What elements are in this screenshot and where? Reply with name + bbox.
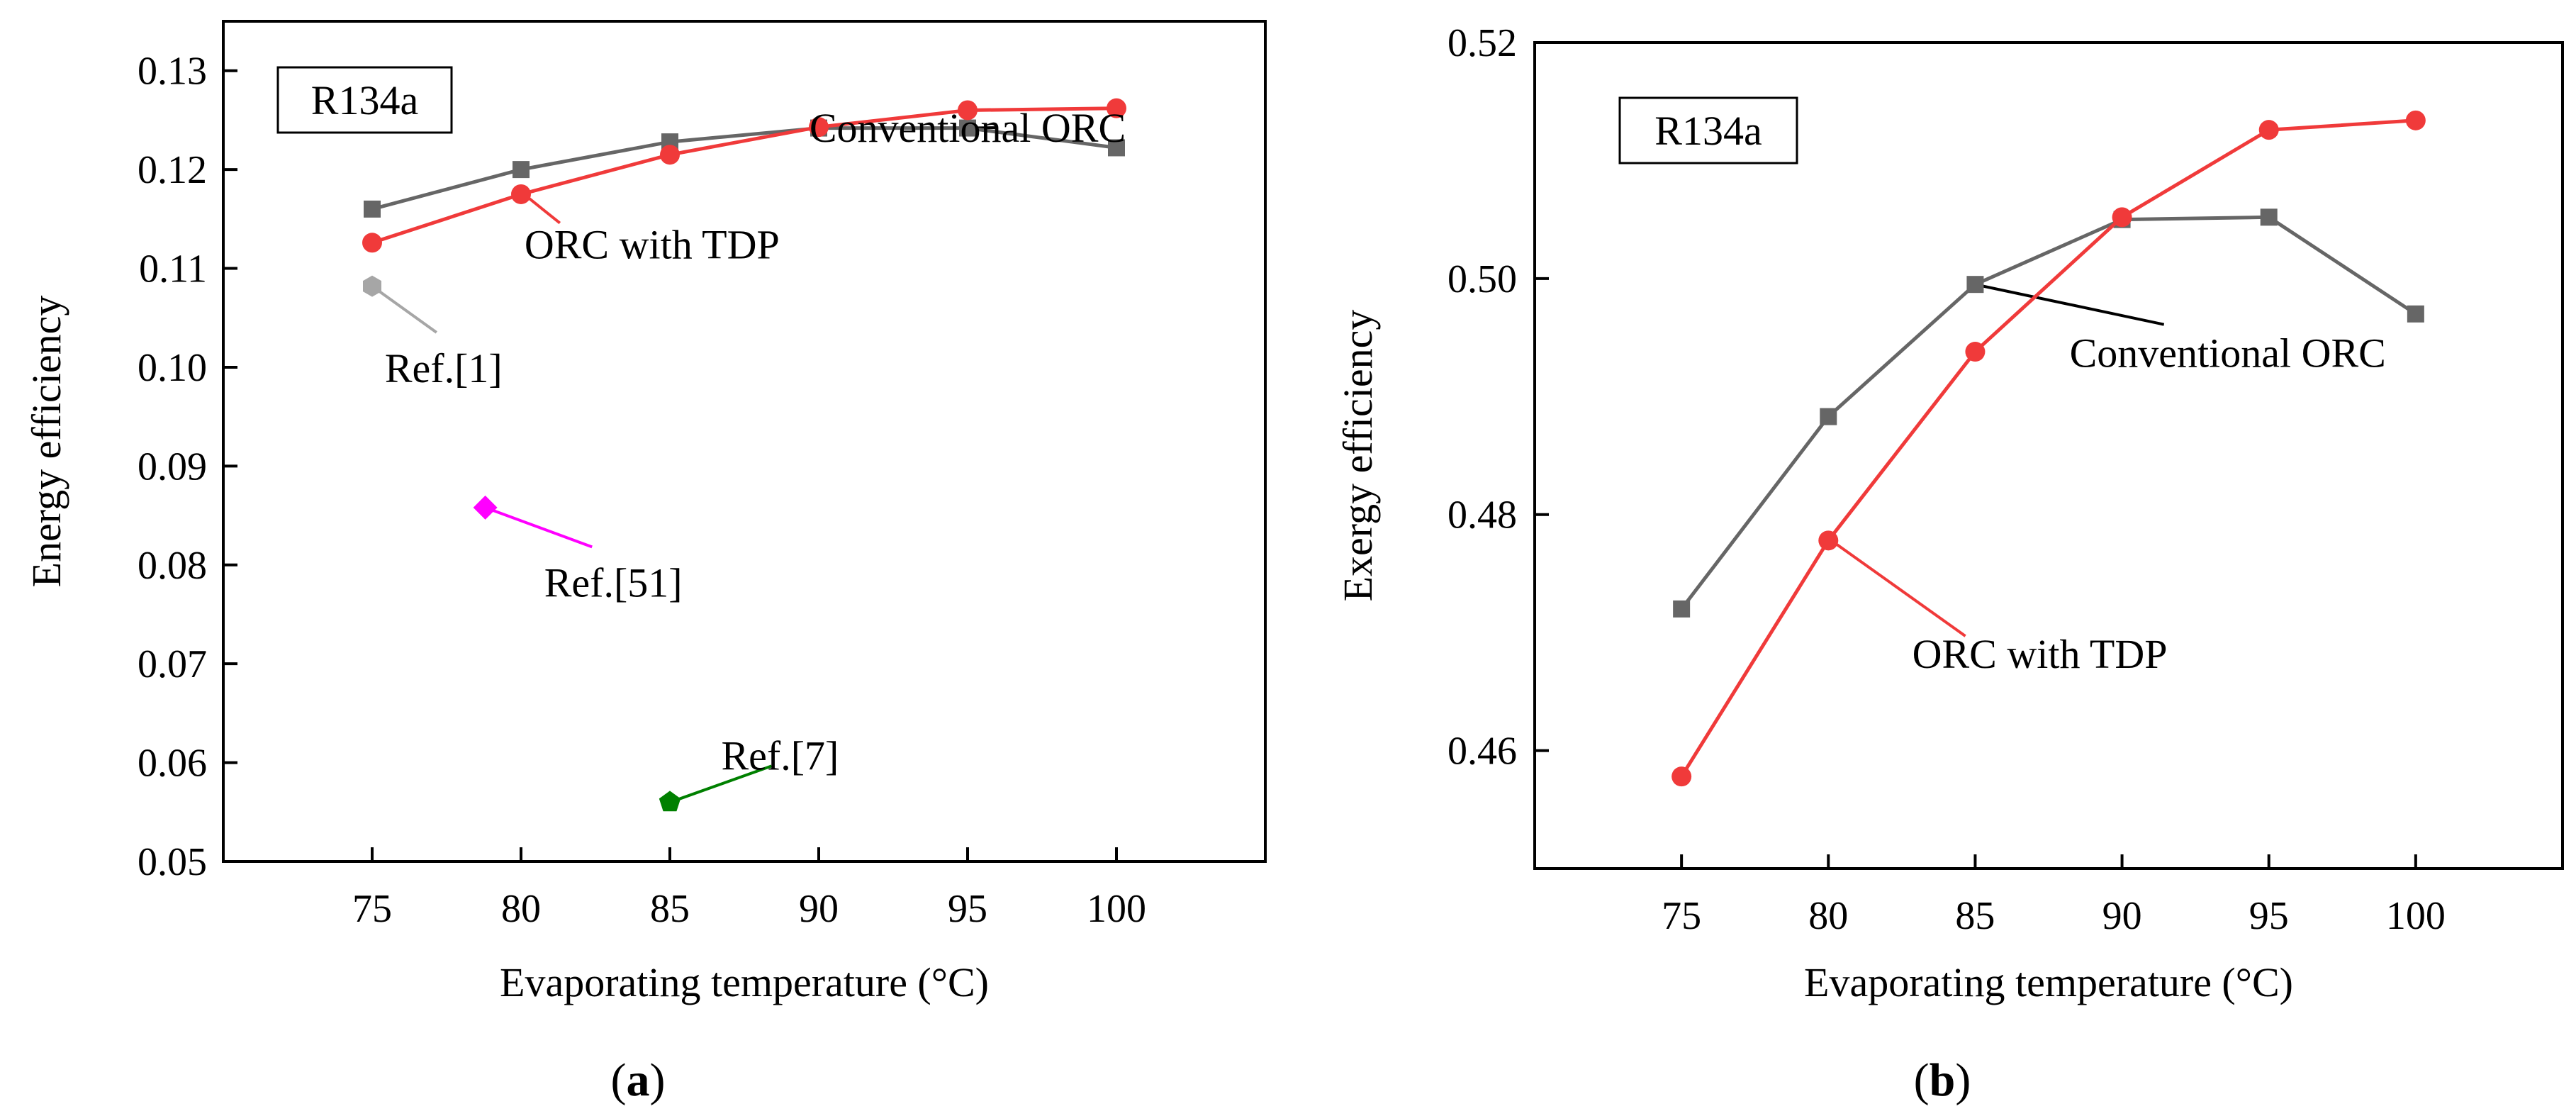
data-point xyxy=(1818,530,1839,551)
annotation-leaders xyxy=(371,126,997,802)
data-point xyxy=(2405,110,2426,130)
x-tick-label: 95 xyxy=(948,887,987,931)
data-point xyxy=(1673,600,1691,618)
y-tick-label: 0.11 xyxy=(139,247,207,291)
data-point xyxy=(1671,766,1692,787)
data-point xyxy=(364,200,381,218)
y-tick-label: 0.07 xyxy=(138,642,207,686)
data-point xyxy=(2112,207,2132,228)
y-tick-label: 0.48 xyxy=(1447,493,1517,537)
y-axis-ticks: 0.05 0.06 0.07 0.08 0.09 0.10 0.11 0.12 0.13 xyxy=(138,50,237,884)
reference-point xyxy=(659,791,681,812)
plot-frame xyxy=(222,20,1267,863)
annotation-leader xyxy=(484,506,593,549)
annotation-label: Conventional ORC xyxy=(810,105,1126,151)
data-point xyxy=(2407,305,2424,323)
annotation-label: Ref.[51] xyxy=(544,559,683,606)
series-group xyxy=(1671,110,2426,787)
y-tick-label: 0.46 xyxy=(1447,730,1517,774)
annotation-label: Ref.[1] xyxy=(385,345,503,391)
y-axis-title: Energy efficiency xyxy=(23,296,69,588)
y-tick-label: 0.06 xyxy=(138,742,207,786)
chart-panel-b: 0.46 0.48 0.50 0.52 75 80 85 90 95 100 Conventio… xyxy=(1335,21,2564,1106)
refrigerant-label-frame xyxy=(276,66,453,134)
refrigerant-label-box: R134a xyxy=(276,66,453,134)
x-tick-label: 75 xyxy=(1662,894,1701,938)
data-point xyxy=(959,119,976,137)
data-point xyxy=(660,145,680,165)
series-line xyxy=(371,126,1117,211)
refrigerant-label: R134a xyxy=(1654,108,1762,154)
data-point xyxy=(1108,139,1125,157)
series-orc-with-tdp xyxy=(362,98,1126,253)
annotation-leader xyxy=(1975,283,2165,326)
x-tick-label: 100 xyxy=(2386,894,2446,938)
data-point xyxy=(1965,342,1986,362)
series-group xyxy=(362,98,1126,253)
x-tick-label: 75 xyxy=(352,887,392,931)
annotation-label: Conventional ORC xyxy=(2070,330,2386,376)
y-tick-label: 0.12 xyxy=(138,148,207,192)
annotation-leader xyxy=(522,193,561,225)
x-tick-label: 100 xyxy=(1087,887,1146,931)
panel-label: (a) xyxy=(611,1054,666,1106)
annotation-leaders xyxy=(1830,283,2165,637)
data-point xyxy=(2258,120,2279,140)
x-axis-title: Evaporating temperature (°C) xyxy=(1804,959,2293,1005)
data-point xyxy=(511,184,531,204)
annotations: Conventional ORC ORC with TDP xyxy=(1913,330,2386,677)
annotation-label: ORC with TDP xyxy=(525,222,780,268)
x-tick-label: 85 xyxy=(650,887,690,931)
data-point xyxy=(362,233,382,253)
annotation-label: Ref.[7] xyxy=(721,732,839,779)
x-tick-label: 90 xyxy=(2102,894,2142,938)
reference-point xyxy=(473,495,498,520)
series-orc-with-tdp xyxy=(1671,110,2426,787)
y-tick-label: 0.50 xyxy=(1447,257,1517,301)
series-conventional-orc xyxy=(1673,208,2424,618)
series-line xyxy=(1679,118,2417,778)
data-point xyxy=(958,100,978,121)
x-tick-label: 80 xyxy=(1808,894,1848,938)
x-tick-label: 95 xyxy=(2249,894,2289,938)
series-line xyxy=(371,106,1117,245)
refrigerant-label-box: R134a xyxy=(1618,96,1798,164)
data-point xyxy=(1107,98,1126,118)
refrigerant-label: R134a xyxy=(311,77,418,123)
x-axis-title: Evaporating temperature (°C) xyxy=(500,959,989,1005)
reference-points xyxy=(363,275,681,812)
x-tick-label: 85 xyxy=(1955,894,1995,938)
y-tick-label: 0.13 xyxy=(138,50,207,94)
y-tick-label: 0.10 xyxy=(138,346,207,390)
y-tick-label: 0.05 xyxy=(138,840,207,884)
data-point xyxy=(809,117,829,138)
x-axis-ticks: 75 80 85 90 95 100 xyxy=(352,847,1146,931)
data-point xyxy=(1966,276,1984,294)
plot-frame xyxy=(1533,41,2564,870)
data-point xyxy=(513,161,530,179)
panel-label: (b) xyxy=(1914,1054,1971,1106)
panel-letter: a xyxy=(627,1054,650,1106)
y-axis-ticks: 0.46 0.48 0.50 0.52 xyxy=(1447,21,1549,774)
y-axis-title: Exergy efficiency xyxy=(1335,310,1381,602)
annotation-leader xyxy=(371,284,437,334)
annotation-label: ORC with TDP xyxy=(1913,631,2168,677)
x-axis-ticks: 75 80 85 90 95 100 xyxy=(1662,854,2446,938)
data-point xyxy=(1820,408,1837,425)
refrigerant-label-frame xyxy=(1618,96,1798,164)
series-line xyxy=(1680,215,2417,610)
chart-panel-a: 0.05 0.06 0.07 0.08 0.09 0.10 0.11 0.12 0.13 75 8… xyxy=(23,20,1267,1106)
annotation-leader xyxy=(1830,539,1966,637)
annotations: Conventional ORC ORC with TDP Ref.[1] Ref.[… xyxy=(385,105,1126,779)
x-tick-label: 90 xyxy=(799,887,839,931)
annotation-leader xyxy=(675,764,773,802)
x-tick-label: 80 xyxy=(501,887,541,931)
y-tick-label: 0.08 xyxy=(138,544,207,588)
data-point xyxy=(2260,208,2278,226)
panel-letter: b xyxy=(1930,1054,1956,1106)
y-tick-label: 0.09 xyxy=(138,445,207,489)
y-tick-label: 0.52 xyxy=(1447,21,1517,65)
reference-point xyxy=(363,275,381,297)
